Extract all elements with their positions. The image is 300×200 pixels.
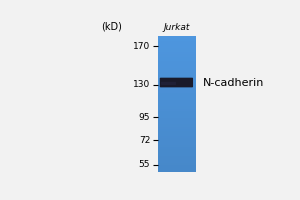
Bar bbox=[158, 115, 196, 118]
Text: 55: 55 bbox=[139, 160, 150, 169]
Bar bbox=[158, 74, 196, 77]
Bar bbox=[158, 158, 196, 161]
Bar bbox=[158, 77, 196, 79]
Bar bbox=[158, 56, 196, 59]
Bar bbox=[158, 99, 196, 102]
Bar bbox=[158, 165, 196, 167]
Bar bbox=[158, 70, 196, 72]
Bar bbox=[158, 95, 196, 97]
Bar bbox=[158, 108, 196, 111]
Text: (kD): (kD) bbox=[101, 22, 122, 32]
Bar bbox=[158, 52, 196, 54]
Text: N-cadherin: N-cadherin bbox=[202, 78, 264, 88]
Bar bbox=[158, 81, 196, 84]
Bar bbox=[158, 59, 196, 61]
Bar bbox=[158, 83, 196, 86]
Bar bbox=[158, 79, 196, 81]
Bar bbox=[158, 147, 196, 149]
FancyBboxPatch shape bbox=[161, 82, 176, 85]
Bar bbox=[158, 36, 196, 172]
Bar bbox=[158, 65, 196, 68]
Bar bbox=[158, 160, 196, 163]
Bar bbox=[158, 90, 196, 93]
Bar bbox=[158, 88, 196, 91]
Bar bbox=[158, 124, 196, 127]
Bar bbox=[158, 111, 196, 113]
Bar bbox=[158, 86, 196, 88]
Bar bbox=[158, 54, 196, 57]
Text: 95: 95 bbox=[139, 113, 150, 122]
Bar bbox=[158, 129, 196, 131]
Bar bbox=[158, 61, 196, 63]
Bar bbox=[158, 72, 196, 75]
Bar bbox=[158, 50, 196, 52]
Bar bbox=[158, 131, 196, 133]
Bar bbox=[158, 162, 196, 165]
Bar bbox=[158, 38, 196, 41]
Bar bbox=[158, 122, 196, 124]
Bar bbox=[158, 113, 196, 115]
Bar bbox=[158, 97, 196, 100]
Bar bbox=[158, 117, 196, 120]
Bar bbox=[158, 47, 196, 50]
Bar bbox=[158, 156, 196, 158]
Bar bbox=[158, 135, 196, 138]
Bar bbox=[158, 106, 196, 109]
Text: 170: 170 bbox=[133, 42, 150, 51]
Bar bbox=[158, 167, 196, 170]
Bar bbox=[158, 140, 196, 142]
Bar bbox=[158, 102, 196, 104]
Bar bbox=[158, 120, 196, 122]
Bar bbox=[158, 92, 196, 95]
Bar bbox=[158, 104, 196, 106]
Bar bbox=[158, 169, 196, 172]
Bar bbox=[158, 43, 196, 45]
Bar bbox=[158, 45, 196, 48]
FancyBboxPatch shape bbox=[160, 78, 193, 87]
Bar bbox=[158, 133, 196, 136]
Bar bbox=[158, 149, 196, 152]
Bar bbox=[158, 144, 196, 147]
Text: 130: 130 bbox=[133, 80, 150, 89]
Bar bbox=[158, 126, 196, 129]
Bar bbox=[158, 142, 196, 145]
Bar bbox=[158, 151, 196, 154]
Bar bbox=[158, 41, 196, 43]
Bar bbox=[158, 68, 196, 70]
Bar bbox=[158, 138, 196, 140]
Bar bbox=[158, 153, 196, 156]
Bar bbox=[158, 36, 196, 39]
Text: Jurkat: Jurkat bbox=[164, 23, 190, 32]
Text: 72: 72 bbox=[139, 136, 150, 145]
Bar bbox=[158, 63, 196, 66]
